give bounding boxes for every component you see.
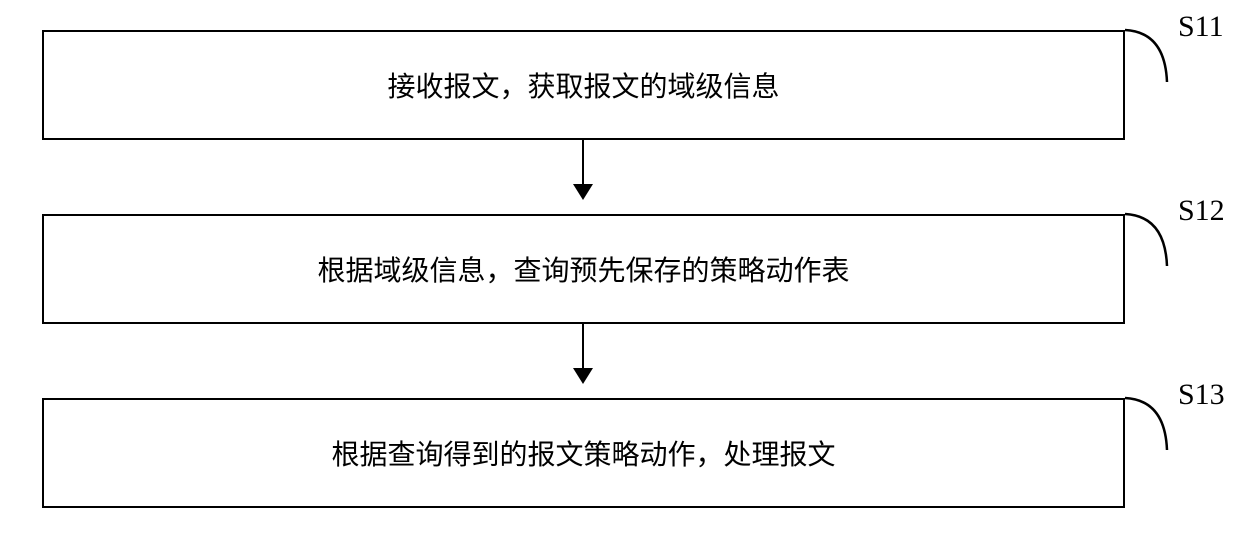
step-s12-text: 根据域级信息，查询预先保存的策略动作表 [317, 249, 849, 289]
arrow-s11-s12 [582, 140, 584, 198]
step-s11-curve [1125, 22, 1185, 82]
step-s12-curve [1125, 206, 1185, 266]
step-s13-label: S13 [1178, 378, 1225, 412]
step-s11-text: 接收报文，获取报文的域级信息 [387, 65, 779, 105]
step-s11-label: S11 [1178, 10, 1224, 44]
arrow-s12-s13 [582, 324, 584, 382]
step-s13-box: 根据查询得到的报文策略动作，处理报文 [42, 398, 1125, 508]
step-s12-box: 根据域级信息，查询预先保存的策略动作表 [42, 214, 1125, 324]
step-s13-text: 根据查询得到的报文策略动作，处理报文 [331, 433, 835, 473]
flowchart-canvas: 接收报文，获取报文的域级信息 S11 根据域级信息，查询预先保存的策略动作表 S… [0, 0, 1240, 545]
step-s12-label: S12 [1178, 194, 1225, 228]
step-s11-box: 接收报文，获取报文的域级信息 [42, 30, 1125, 140]
step-s13-curve [1125, 390, 1185, 450]
